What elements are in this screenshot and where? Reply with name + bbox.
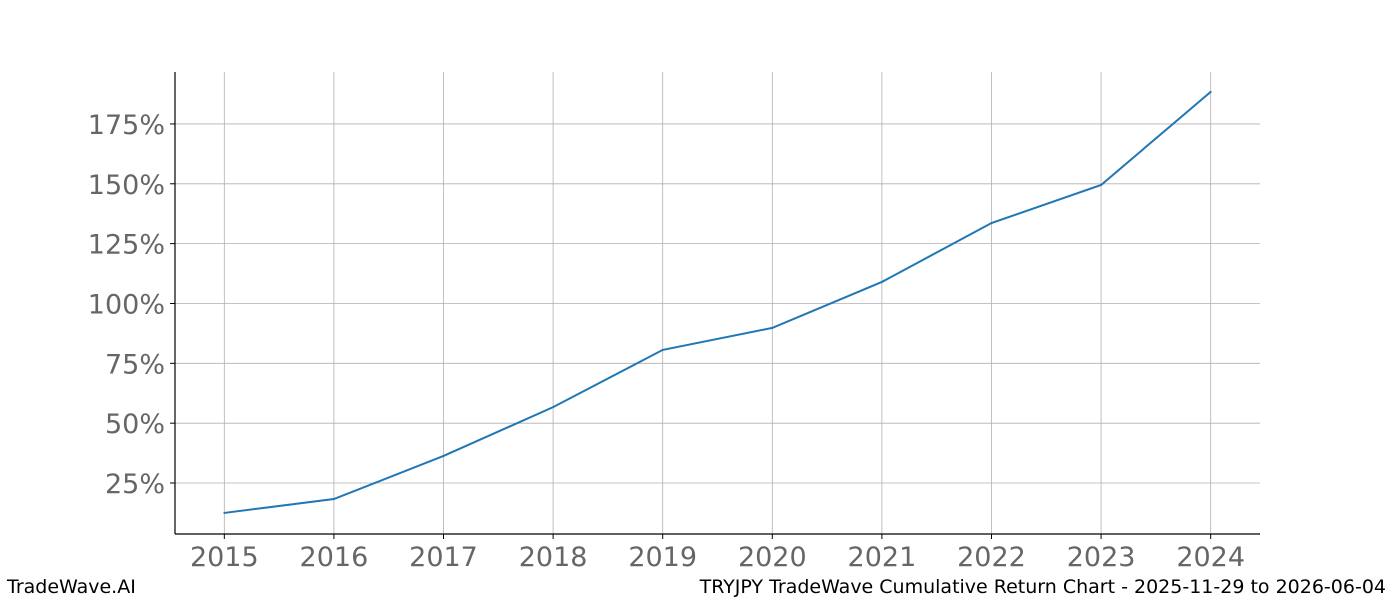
chart-caption: TRYJPY TradeWave Cumulative Return Chart… — [699, 576, 1386, 598]
data-point — [661, 348, 664, 351]
x-tick-label: 2017 — [409, 542, 478, 573]
x-tick-label: 2024 — [1176, 542, 1245, 573]
x-tick-label: 2021 — [848, 542, 917, 573]
data-point — [223, 511, 226, 514]
data-point — [880, 280, 883, 283]
y-tick-label: 175% — [88, 110, 165, 141]
y-tick-label: 75% — [105, 349, 165, 380]
data-point — [990, 222, 993, 225]
x-tick-label: 2015 — [190, 542, 259, 573]
x-tick-label: 2019 — [628, 542, 697, 573]
brand-label: TradeWave.AI — [7, 576, 136, 598]
y-tick-label: 100% — [88, 289, 165, 320]
x-tick-label: 2022 — [957, 542, 1026, 573]
data-point — [332, 498, 335, 501]
data-point — [771, 326, 774, 329]
x-tick-label: 2018 — [519, 542, 588, 573]
data-point — [1209, 90, 1212, 93]
data-point — [552, 406, 555, 409]
data-point — [1100, 183, 1103, 186]
y-tick-label: 150% — [88, 170, 165, 201]
x-tick-label: 2016 — [300, 542, 369, 573]
data-point — [442, 454, 445, 457]
series-line — [224, 91, 1212, 514]
x-tick-label: 2020 — [738, 542, 807, 573]
y-tick-label: 125% — [88, 230, 165, 261]
x-tick-label: 2023 — [1067, 542, 1136, 573]
y-tick-label: 25% — [105, 469, 165, 500]
y-tick-label: 50% — [105, 409, 165, 440]
